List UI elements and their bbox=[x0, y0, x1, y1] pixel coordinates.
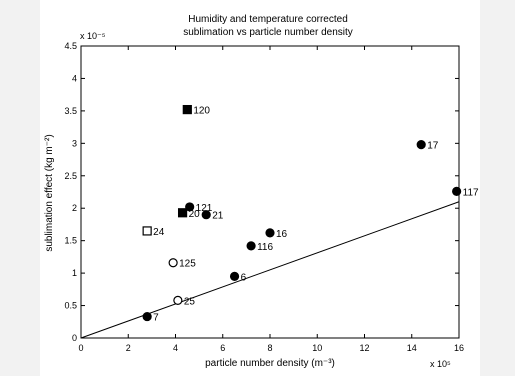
y-axis-multiplier: x 10⁻⁵ bbox=[80, 31, 106, 41]
data-point-6 bbox=[229, 271, 240, 281]
y-tick-label: 0 bbox=[72, 333, 77, 343]
data-label-120: 120 bbox=[193, 106, 210, 117]
data-label-117: 117 bbox=[463, 187, 479, 198]
data-point-117 bbox=[452, 186, 462, 196]
data-label-17: 17 bbox=[427, 141, 439, 152]
data-point-17 bbox=[416, 140, 426, 150]
chart-title-line-1: Humidity and temperature corrected bbox=[188, 14, 348, 25]
data-point-116 bbox=[246, 241, 256, 251]
data-point-121 bbox=[185, 202, 195, 212]
y-tick-label: 1 bbox=[72, 268, 77, 278]
data-label-116: 116 bbox=[257, 242, 273, 253]
y-tick-label: 2 bbox=[72, 203, 77, 213]
x-tick-label: 14 bbox=[407, 343, 417, 353]
data-label-125: 125 bbox=[179, 259, 196, 270]
data-label-7: 7 bbox=[153, 313, 159, 324]
data-point-120 bbox=[182, 104, 192, 115]
x-axis-label: particle number density (m⁻³) bbox=[205, 358, 335, 369]
data-point-24 bbox=[142, 226, 152, 236]
data-label-6: 6 bbox=[241, 272, 247, 283]
data-label-21: 21 bbox=[212, 211, 224, 222]
x-tick-label: 2 bbox=[126, 343, 131, 353]
y-tick-label: 1.5 bbox=[64, 236, 77, 246]
y-axis-label: sublimation effect (kg m⁻²) bbox=[44, 134, 55, 251]
data-point-16 bbox=[265, 228, 275, 238]
y-tick-label: 2.5 bbox=[64, 171, 77, 181]
plot-panel-background bbox=[40, 0, 480, 376]
x-tick-label: 6 bbox=[220, 343, 225, 353]
x-axis-multiplier: x 10⁵ bbox=[430, 359, 451, 369]
data-label-16: 16 bbox=[276, 229, 288, 240]
y-tick-label: 4.5 bbox=[64, 41, 77, 51]
data-point-20 bbox=[177, 208, 188, 218]
y-tick-label: 0.5 bbox=[64, 301, 77, 311]
data-point-125 bbox=[168, 258, 178, 268]
data-point-7 bbox=[142, 311, 152, 322]
x-tick-label: 16 bbox=[454, 343, 464, 353]
data-label-20: 20 bbox=[189, 209, 201, 220]
data-point-21 bbox=[201, 210, 211, 220]
y-tick-label: 3.5 bbox=[64, 106, 77, 116]
data-label-24: 24 bbox=[153, 227, 165, 238]
data-label-121: 121 bbox=[196, 203, 213, 214]
x-tick-label: 4 bbox=[173, 343, 178, 353]
data-point-25 bbox=[173, 295, 183, 305]
y-tick-label: 4 bbox=[72, 73, 77, 83]
data-label-25: 25 bbox=[184, 296, 196, 307]
x-tick-label: 10 bbox=[312, 343, 322, 353]
x-tick-label: 12 bbox=[359, 343, 369, 353]
y-tick-label: 3 bbox=[72, 138, 77, 148]
x-tick-label: 8 bbox=[267, 343, 272, 353]
chart-title-line-2: sublimation vs particle number density bbox=[183, 27, 353, 38]
x-tick-label: 0 bbox=[78, 343, 83, 353]
